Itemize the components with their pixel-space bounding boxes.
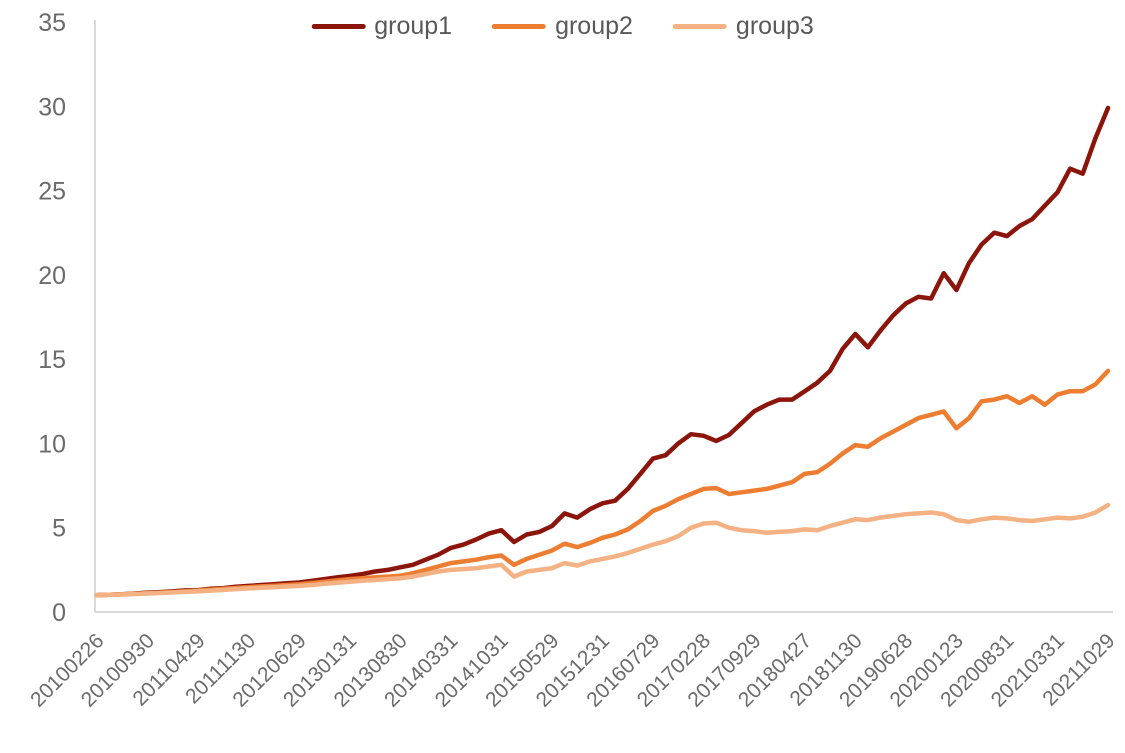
legend-item-group1: group1 — [311, 14, 452, 39]
chart-legend: group1 group2 group3 — [311, 14, 814, 39]
y-tick-label: 30 — [38, 93, 66, 121]
legend-item-group3: group3 — [672, 12, 814, 40]
legend-item-group2: group2 — [492, 14, 633, 39]
series-line-group2 — [94, 368, 1111, 598]
y-tick-label: 35 — [38, 9, 66, 37]
y-tick-label: 20 — [38, 262, 66, 290]
y-tick-label: 0 — [52, 599, 66, 627]
y-tick-label: 5 — [52, 515, 66, 543]
y-tick-label: 25 — [38, 178, 66, 206]
series-line-group3 — [94, 502, 1111, 598]
legend-label-group1: group1 — [374, 12, 453, 40]
legend-label-group2: group2 — [555, 12, 633, 40]
legend-swatch-group2-icon — [492, 24, 547, 29]
y-tick-label: 15 — [38, 346, 66, 374]
legend-swatch-group1-icon — [311, 24, 366, 29]
y-tick-label: 10 — [38, 430, 66, 458]
legend-label-group3: group3 — [735, 12, 814, 40]
legend-swatch-group3-icon — [672, 24, 727, 29]
